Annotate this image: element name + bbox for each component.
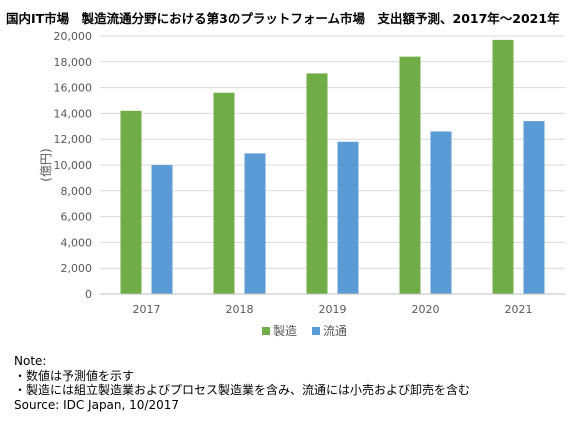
legend-label-1: 製造 (273, 324, 297, 338)
y-tick-label: 0 (85, 288, 92, 301)
legend: 製造 流通 (262, 324, 347, 338)
note-line-1: ・数値は予測値を示す (14, 368, 135, 383)
y-tick-label: 14,000 (54, 107, 93, 120)
source-line: Source: IDC Japan, 10/2017 (14, 397, 179, 412)
y-tick-label: 20,000 (54, 30, 93, 43)
y-tick-label: 6,000 (61, 211, 93, 224)
bar-1-2019 (306, 73, 328, 294)
y-tick-label: 12,000 (54, 133, 93, 146)
y-tick-label: 8,000 (61, 185, 93, 198)
x-tick-label: 2021 (505, 303, 533, 316)
gridlines (100, 35, 565, 269)
y-tick-label: 2,000 (61, 262, 93, 275)
x-tick-label: 2018 (226, 303, 254, 316)
chart-title: 国内IT市場 製造流通分野における第3のプラットフォーム市場 支出額予測、201… (6, 11, 560, 26)
bar-2-2021 (523, 121, 545, 294)
x-axis-ticks: 2017 2018 2019 2020 2021 (133, 303, 533, 316)
legend-swatch-1 (262, 327, 270, 335)
legend-swatch-2 (312, 327, 320, 335)
y-tick-label: 16,000 (54, 82, 93, 95)
bar-2-2017 (151, 165, 173, 294)
x-tick-label: 2017 (133, 303, 161, 316)
bar-1-2017 (120, 110, 142, 294)
bar-1-2018 (213, 92, 235, 294)
y-tick-label: 18,000 (54, 56, 93, 69)
legend-label-2: 流通 (323, 324, 347, 338)
y-axis-ticks: 0 2,000 4,000 6,000 8,000 10,000 12,000 14,000 1… (54, 30, 93, 301)
bar-2-2019 (337, 141, 359, 294)
notes: Note: ・数値は予測値を示す ・製造には組立製造業およびプロセス製造業を含み… (14, 354, 470, 412)
note-line-2: ・製造には組立製造業およびプロセス製造業を含み、流通には小売および卸売を含む (14, 383, 471, 397)
x-tick-label: 2019 (319, 303, 347, 316)
bar-2-2020 (430, 131, 452, 294)
bars (120, 39, 545, 295)
y-tick-label: 4,000 (61, 236, 93, 249)
bar-1-2020 (399, 56, 421, 294)
y-axis-label: (億円) (39, 148, 53, 181)
y-tick-label: 10,000 (54, 159, 93, 172)
notes-heading: Note: (14, 354, 47, 368)
bar-2-2018 (244, 153, 266, 294)
bar-1-2021 (492, 39, 514, 295)
x-tick-label: 2020 (412, 303, 440, 316)
bar-chart: 0 2,000 4,000 6,000 8,000 10,000 12,000 14,000 1… (39, 30, 565, 338)
